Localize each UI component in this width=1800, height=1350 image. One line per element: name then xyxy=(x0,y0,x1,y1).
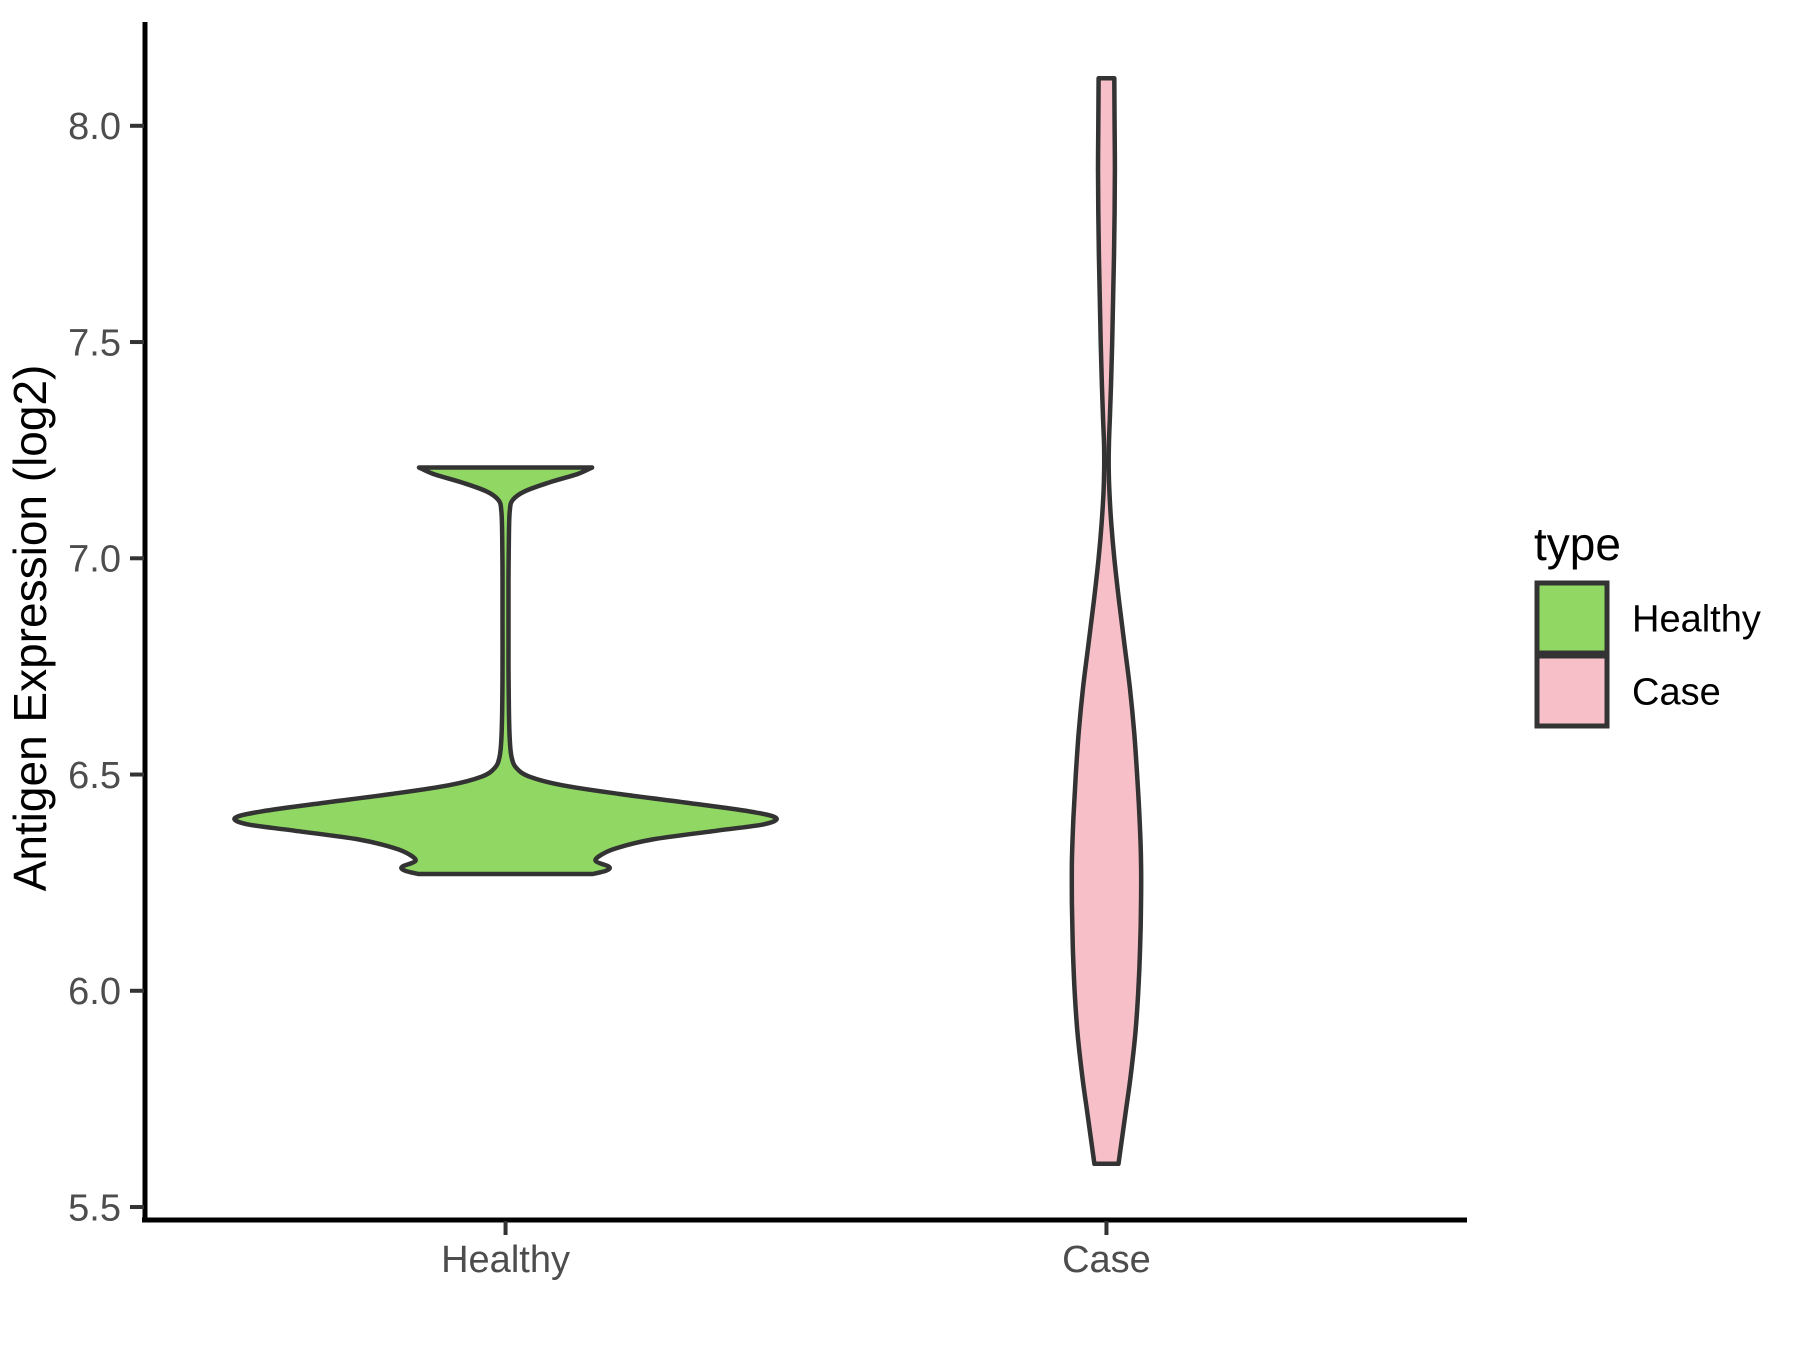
legend: type Healthy Case xyxy=(1534,518,1761,729)
y-axis-ticks: 5.5 6.0 6.5 7.0 7.5 8.0 xyxy=(68,106,144,1229)
legend-title: type xyxy=(1534,518,1621,570)
violins-layer xyxy=(232,75,1144,1167)
y-tick-label-5.5: 5.5 xyxy=(68,1187,121,1229)
x-axis-label-case: Case xyxy=(1062,1239,1151,1281)
legend-label-healthy: Healthy xyxy=(1632,598,1761,640)
y-tick-label-6.5: 6.5 xyxy=(68,755,121,797)
x-axis-label-healthy: Healthy xyxy=(441,1239,570,1281)
legend-label-case: Case xyxy=(1632,671,1721,713)
legend-swatch-healthy xyxy=(1534,580,1610,656)
legend-swatch-case xyxy=(1534,653,1610,729)
y-tick-label-7.5: 7.5 xyxy=(68,322,121,364)
y-axis-title: Antigen Expression (log2) xyxy=(4,365,56,892)
y-tick-label-6.0: 6.0 xyxy=(68,971,121,1013)
x-axis-ticks xyxy=(503,1221,1109,1235)
y-tick-label-8.0: 8.0 xyxy=(68,106,121,148)
y-tick-label-7.0: 7.0 xyxy=(68,539,121,581)
violin-healthy xyxy=(232,465,779,877)
violin-case xyxy=(1069,75,1144,1167)
